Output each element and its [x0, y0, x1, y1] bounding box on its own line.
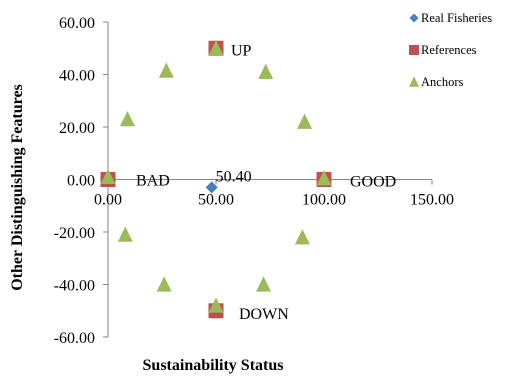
annotation-label: BAD — [136, 173, 170, 190]
x-tick-label: 150.00 — [410, 192, 454, 209]
annotation-label: DOWN — [239, 306, 289, 323]
anchor-point — [119, 111, 135, 127]
anchor-point — [294, 229, 310, 245]
legend-marker — [409, 45, 419, 55]
y-axis-title: Other Distinguishing Features — [9, 84, 26, 291]
anchor-point — [100, 168, 116, 184]
annotation-label: UP — [231, 42, 252, 59]
anchor-point — [117, 226, 133, 242]
legend-label: Real Fisheries — [421, 11, 492, 25]
x-axis-title: Sustainability Status — [143, 357, 284, 374]
y-tick-label: -40.00 — [54, 278, 95, 295]
tick-labels: 60.00 40.00 20.00 0.00 -20.00 -40.00 -60.00 0.0… — [54, 15, 454, 347]
y-tick-label: 40.00 — [59, 68, 95, 85]
annotation-label: GOOD — [350, 174, 396, 191]
anchor-point — [258, 63, 274, 79]
y-tick-label: 0.00 — [67, 173, 95, 190]
x-tick-label: 50.00 — [198, 192, 234, 209]
anchor-point — [156, 276, 172, 292]
anchor-point — [316, 170, 332, 186]
real-fishery-point — [205, 181, 218, 194]
legend: Real Fisheries References Anchors — [409, 11, 492, 89]
anchor-point — [297, 113, 313, 129]
x-tick-label: 100.00 — [302, 192, 346, 209]
y-tick-label: -20.00 — [54, 225, 95, 242]
y-tick-label: 60.00 — [59, 15, 95, 32]
y-tick-label: -60.00 — [54, 330, 95, 347]
legend-label: Anchors — [421, 75, 463, 89]
annotation-label: 50.40 — [216, 168, 252, 185]
legend-marker — [409, 13, 419, 23]
point-annotations: UP BAD GOOD DOWN 50.40 — [136, 42, 396, 323]
anchor-point — [208, 297, 224, 313]
legend-label: References — [421, 43, 477, 57]
x-tick-label: 0.00 — [94, 192, 122, 209]
y-tick-label: 20.00 — [59, 120, 95, 137]
legend-marker — [409, 76, 419, 87]
anchor-point — [208, 40, 224, 56]
anchor-point — [256, 276, 272, 292]
data-points — [100, 40, 332, 319]
anchor-point — [158, 62, 174, 78]
